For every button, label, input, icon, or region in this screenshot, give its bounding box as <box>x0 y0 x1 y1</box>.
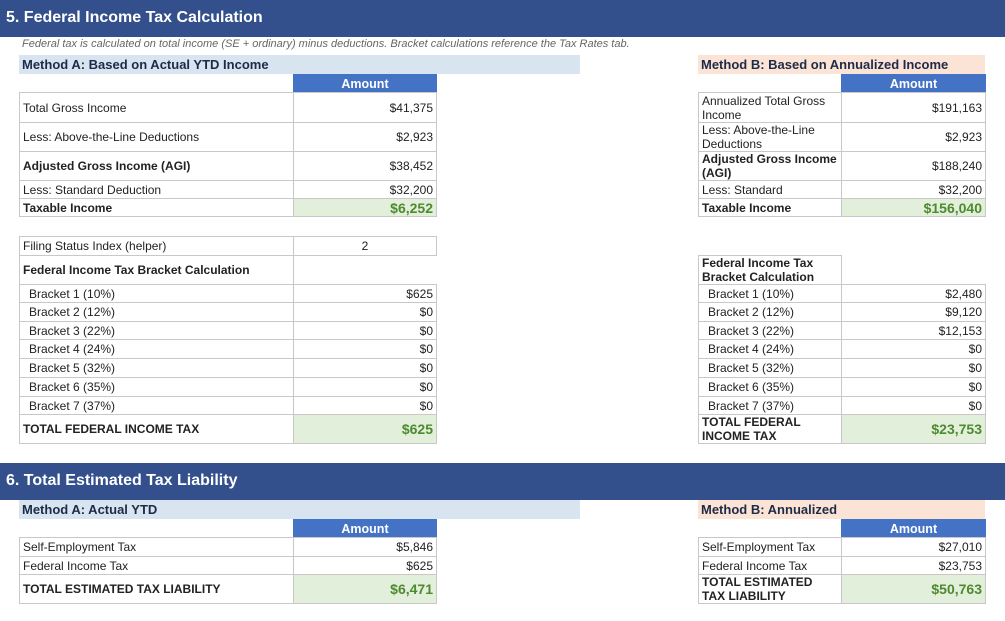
a-row-value[interactable]: $6,252 <box>293 198 437 217</box>
section-5-subtitle: Federal tax is calculated on total incom… <box>22 38 630 50</box>
b-total-value[interactable]: $23,753 <box>841 414 986 444</box>
b-bracket-value[interactable]: $2,480 <box>841 284 986 303</box>
s6b-row-value[interactable]: $27,010 <box>841 537 986 557</box>
b-bracket-label[interactable]: Bracket 4 (24%) <box>698 339 842 359</box>
a-bracket-value[interactable]: $625 <box>293 284 437 303</box>
s6b-amount-header[interactable]: Amount <box>841 519 986 538</box>
a-row-value[interactable]: $38,452 <box>293 151 437 181</box>
a-row-value[interactable]: $2,923 <box>293 122 437 152</box>
a-total-label[interactable]: TOTAL FEDERAL INCOME TAX <box>19 414 294 444</box>
a-bracket-value[interactable]: $0 <box>293 321 437 340</box>
b-amount-header[interactable]: Amount <box>841 74 986 93</box>
s6a-row-value[interactable]: $625 <box>293 556 437 575</box>
b-row-value[interactable]: $188,240 <box>841 151 986 181</box>
b-bracket-label[interactable]: Bracket 7 (37%) <box>698 396 842 415</box>
section-5-header: 5. Federal Income Tax Calculation <box>0 0 1005 37</box>
a-bracket-label[interactable]: Bracket 5 (32%) <box>19 358 294 378</box>
b-bracket-value[interactable]: $12,153 <box>841 321 986 340</box>
b-bracket-value[interactable]: $0 <box>841 358 986 378</box>
a-row-label[interactable]: Adjusted Gross Income (AGI) <box>19 151 294 181</box>
a-row-label[interactable]: Less: Above-the-Line Deductions <box>19 122 294 152</box>
b-bracket-header[interactable]: Federal Income Tax Bracket Calculation <box>698 255 842 285</box>
b-bracket-value[interactable]: $0 <box>841 377 986 397</box>
s6b-row-label[interactable]: Self-Employment Tax <box>698 537 842 557</box>
b-row-value[interactable]: $32,200 <box>841 180 986 199</box>
section-6-header: 6. Total Estimated Tax Liability <box>0 463 1005 500</box>
method-a-title: Method A: Based on Actual YTD Income <box>19 55 580 74</box>
a-bracket-value[interactable]: $0 <box>293 358 437 378</box>
b-bracket-value[interactable]: $0 <box>841 396 986 415</box>
a-row-label[interactable]: Total Gross Income <box>19 92 294 123</box>
a-bracket-value[interactable]: $0 <box>293 396 437 415</box>
s6a-row-label[interactable]: Federal Income Tax <box>19 556 294 575</box>
b-row-label[interactable]: Annualized Total Gross Income <box>698 92 842 123</box>
s6b-total-value[interactable]: $50,763 <box>841 574 986 604</box>
a-total-value[interactable]: $625 <box>293 414 437 444</box>
a-row-label[interactable]: Less: Standard Deduction <box>19 180 294 199</box>
b-row-value[interactable]: $156,040 <box>841 198 986 217</box>
b-row-label[interactable]: Taxable Income <box>698 198 842 217</box>
a-bracket-value[interactable]: $0 <box>293 302 437 322</box>
b-row-label[interactable]: Less: Standard <box>698 180 842 199</box>
s6a-row-value[interactable]: $5,846 <box>293 537 437 557</box>
b-row-label[interactable]: Adjusted Gross Income (AGI) <box>698 151 842 181</box>
s6b-row-label[interactable]: Federal Income Tax <box>698 556 842 575</box>
a-bracket-value[interactable]: $0 <box>293 339 437 359</box>
s6a-total-value[interactable]: $6,471 <box>293 574 437 604</box>
b-bracket-value[interactable]: $9,120 <box>841 302 986 322</box>
method-b-title: Method B: Based on Annualized Income <box>698 55 985 74</box>
b-row-value[interactable]: $2,923 <box>841 122 986 152</box>
a-row-label[interactable]: Taxable Income <box>19 198 294 217</box>
a-row-value[interactable]: $32,200 <box>293 180 437 199</box>
s6b-row-value[interactable]: $23,753 <box>841 556 986 575</box>
a-amount-header[interactable]: Amount <box>293 74 437 93</box>
s6a-total-label[interactable]: TOTAL ESTIMATED TAX LIABILITY <box>19 574 294 604</box>
b-row-label[interactable]: Less: Above-the-Line Deductions <box>698 122 842 152</box>
a-bracket-label[interactable]: Bracket 4 (24%) <box>19 339 294 359</box>
s6-method-a-title: Method A: Actual YTD <box>19 500 580 519</box>
a-bracket-label[interactable]: Bracket 2 (12%) <box>19 302 294 322</box>
b-bracket-value[interactable]: $0 <box>841 339 986 359</box>
b-bracket-label[interactable]: Bracket 2 (12%) <box>698 302 842 322</box>
b-total-label[interactable]: TOTAL FEDERAL INCOME TAX <box>698 414 842 444</box>
s6-method-b-title: Method B: Annualized <box>698 500 985 519</box>
a-bracket-value[interactable]: $0 <box>293 377 437 397</box>
a-row-value[interactable]: $41,375 <box>293 92 437 123</box>
a-bracket-header[interactable]: Federal Income Tax Bracket Calculation <box>19 255 294 285</box>
s6b-total-label[interactable]: TOTAL ESTIMATED TAX LIABILITY <box>698 574 842 604</box>
b-bracket-label[interactable]: Bracket 5 (32%) <box>698 358 842 378</box>
s6a-amount-header[interactable]: Amount <box>293 519 437 538</box>
a-bracket-label[interactable]: Bracket 3 (22%) <box>19 321 294 340</box>
b-row-value[interactable]: $191,163 <box>841 92 986 123</box>
a-helper-value[interactable]: 2 <box>293 236 437 256</box>
a-bracket-label[interactable]: Bracket 7 (37%) <box>19 396 294 415</box>
b-bracket-label[interactable]: Bracket 1 (10%) <box>698 284 842 303</box>
a-bracket-label[interactable]: Bracket 6 (35%) <box>19 377 294 397</box>
a-helper-label[interactable]: Filing Status Index (helper) <box>19 236 294 256</box>
b-bracket-label[interactable]: Bracket 6 (35%) <box>698 377 842 397</box>
a-bracket-label[interactable]: Bracket 1 (10%) <box>19 284 294 303</box>
b-bracket-label[interactable]: Bracket 3 (22%) <box>698 321 842 340</box>
s6a-row-label[interactable]: Self-Employment Tax <box>19 537 294 557</box>
